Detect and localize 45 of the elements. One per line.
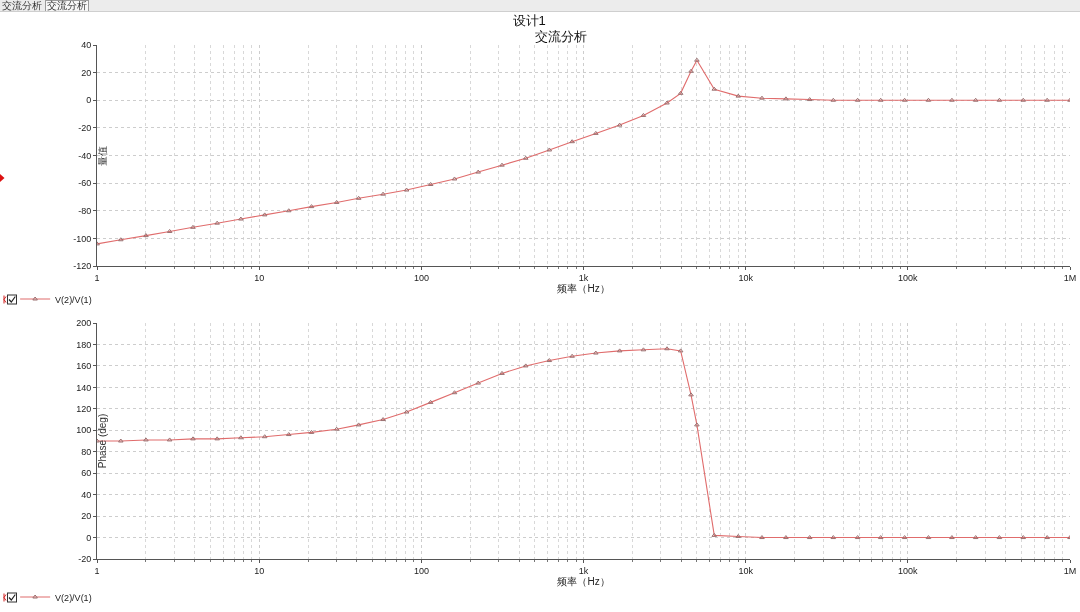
text: 交流分析 xyxy=(1,0,43,11)
x-tick-label: 1k xyxy=(578,565,589,576)
chart-title: 设计1 xyxy=(512,12,546,28)
y-tick-label: 200 xyxy=(76,318,92,329)
y-tick-label: 60 xyxy=(81,468,92,479)
y-tick-label: 0 xyxy=(86,95,92,106)
x-tick-label: 10k xyxy=(738,272,754,283)
x-tick-label: 100 xyxy=(413,272,429,283)
legend-label: V(2)/V(1) xyxy=(55,592,92,603)
x-axis-title: 频率（Hz） xyxy=(557,576,610,588)
y-tick-label: 160 xyxy=(76,361,92,372)
y-tick-label: -60 xyxy=(78,178,92,189)
y-tick-label: 0 xyxy=(86,532,92,543)
x-tick-label: 100k xyxy=(898,272,919,283)
x-tick-label: 10 xyxy=(254,565,265,576)
text: 交流分析 xyxy=(45,0,89,11)
legend-label: V(2)/V(1) xyxy=(55,294,92,305)
y-tick-label: 140 xyxy=(76,382,92,393)
y-tick-label: 20 xyxy=(81,511,92,522)
y-axis-title: Phase (deg) xyxy=(97,413,109,469)
y-tick-label: 100 xyxy=(76,425,92,436)
x-tick-label: 100k xyxy=(898,565,919,576)
x-tick-label: 1 xyxy=(94,272,100,283)
y-tick-label: 40 xyxy=(81,489,92,500)
x-tick-label: 1M xyxy=(1063,565,1077,576)
x-tick-label: 1k xyxy=(578,272,589,283)
y-tick-label: 180 xyxy=(76,339,92,350)
x-tick-label: 10k xyxy=(738,565,754,576)
x-axis-title: 频率（Hz） xyxy=(557,283,610,295)
y-tick-label: 40 xyxy=(81,40,92,51)
y-tick-label: -80 xyxy=(78,205,92,216)
y-tick-label: -100 xyxy=(73,233,92,244)
y-tick-label: -40 xyxy=(78,150,92,161)
y-tick-label: 80 xyxy=(81,446,92,457)
y-tick-label: -120 xyxy=(73,261,92,272)
x-tick-label: 1 xyxy=(94,565,100,576)
x-tick-label: 100 xyxy=(413,565,429,576)
chart-subtitle: 交流分析 xyxy=(535,29,587,44)
x-tick-label: 10 xyxy=(254,272,265,283)
y-tick-label: -20 xyxy=(78,554,92,565)
x-tick-label: 1M xyxy=(1063,272,1077,283)
y-axis-title: 量值 xyxy=(97,145,109,166)
y-tick-label: 120 xyxy=(76,403,92,414)
y-tick-label: -20 xyxy=(78,123,92,134)
y-tick-label: 20 xyxy=(81,67,92,78)
